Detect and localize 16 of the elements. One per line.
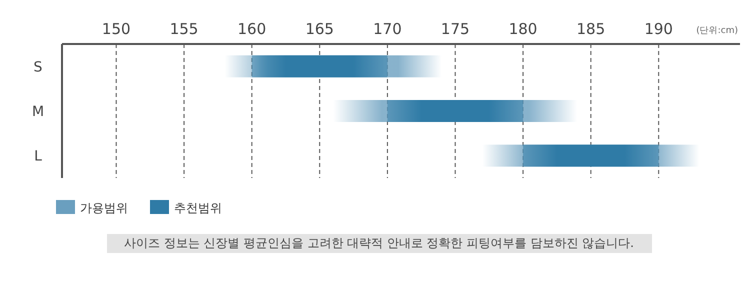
y-tick-label: M: [32, 104, 44, 120]
y-tick-label: L: [34, 148, 42, 165]
legend-label: 추천범위: [174, 201, 222, 215]
x-tick-label: 155: [170, 20, 198, 38]
text: (단위:cm): [696, 26, 738, 36]
x-tick-label: 160: [238, 20, 266, 38]
x-tick-label: 170: [373, 20, 402, 38]
x-tick-label: 175: [440, 20, 470, 38]
x-tick-label: 150: [102, 20, 131, 38]
text: 사이즈 정보는 신장별 평균인심을 고려한 대략적 안내로 정확한 피팅여부를 담보하진 않습니다.: [124, 236, 634, 250]
x-tick-label: 185: [576, 20, 606, 38]
x-tick-label: 180: [508, 20, 538, 38]
y-tick-label: S: [34, 59, 43, 76]
x-tick-label: 190: [644, 20, 673, 38]
x-tick-label: 165: [305, 20, 334, 38]
legend-label: 가용범위: [80, 201, 128, 215]
